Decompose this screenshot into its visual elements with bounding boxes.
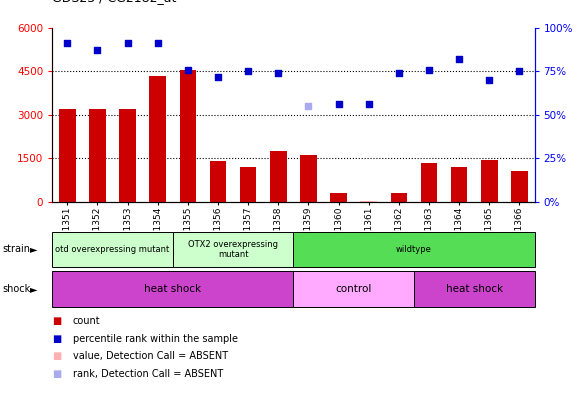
Bar bbox=[52, 232, 173, 267]
Text: ►: ► bbox=[30, 284, 37, 294]
Point bbox=[63, 40, 72, 47]
Point bbox=[93, 47, 102, 53]
Point bbox=[123, 40, 132, 47]
Point bbox=[274, 70, 283, 76]
Text: strain: strain bbox=[3, 244, 31, 255]
Point bbox=[304, 103, 313, 109]
Text: percentile rank within the sample: percentile rank within the sample bbox=[73, 333, 238, 344]
Bar bbox=[149, 76, 166, 202]
Text: ■: ■ bbox=[52, 369, 62, 379]
Bar bbox=[180, 70, 196, 202]
Bar bbox=[270, 151, 286, 202]
Text: ■: ■ bbox=[52, 333, 62, 344]
Bar bbox=[173, 232, 293, 267]
Text: count: count bbox=[73, 316, 101, 326]
Bar bbox=[331, 193, 347, 202]
Text: OTX2 overexpressing
mutant: OTX2 overexpressing mutant bbox=[188, 240, 278, 259]
Bar bbox=[451, 167, 468, 202]
Text: ■: ■ bbox=[52, 316, 62, 326]
Bar bbox=[300, 156, 317, 202]
Text: shock: shock bbox=[3, 284, 31, 294]
Bar bbox=[293, 232, 535, 267]
Bar bbox=[360, 200, 377, 202]
Bar bbox=[390, 193, 407, 202]
Bar bbox=[210, 161, 227, 202]
Text: rank, Detection Call = ABSENT: rank, Detection Call = ABSENT bbox=[73, 369, 223, 379]
Point bbox=[243, 68, 253, 74]
Text: GDS23 / CG2182_at: GDS23 / CG2182_at bbox=[52, 0, 177, 4]
Point bbox=[334, 101, 343, 108]
Bar bbox=[293, 271, 414, 307]
Point bbox=[153, 40, 163, 47]
Point bbox=[394, 70, 404, 76]
Bar bbox=[59, 109, 76, 202]
Text: control: control bbox=[335, 284, 372, 294]
Text: wildtype: wildtype bbox=[396, 245, 432, 254]
Text: otd overexpressing mutant: otd overexpressing mutant bbox=[55, 245, 170, 254]
Bar bbox=[414, 271, 535, 307]
Point bbox=[515, 68, 524, 74]
Text: heat shock: heat shock bbox=[446, 284, 503, 294]
Bar bbox=[119, 109, 136, 202]
Bar bbox=[511, 171, 528, 202]
Point bbox=[364, 101, 374, 108]
Bar bbox=[421, 163, 437, 202]
Point bbox=[485, 77, 494, 83]
Text: value, Detection Call = ABSENT: value, Detection Call = ABSENT bbox=[73, 351, 228, 362]
Point bbox=[213, 73, 223, 80]
Bar bbox=[89, 109, 106, 202]
Bar bbox=[240, 167, 256, 202]
Point bbox=[454, 56, 464, 62]
Text: ■: ■ bbox=[52, 351, 62, 362]
Bar bbox=[481, 160, 497, 202]
Point bbox=[424, 67, 433, 73]
Point bbox=[183, 67, 192, 73]
Text: heat shock: heat shock bbox=[144, 284, 202, 294]
Bar bbox=[52, 271, 293, 307]
Text: ►: ► bbox=[30, 244, 37, 255]
